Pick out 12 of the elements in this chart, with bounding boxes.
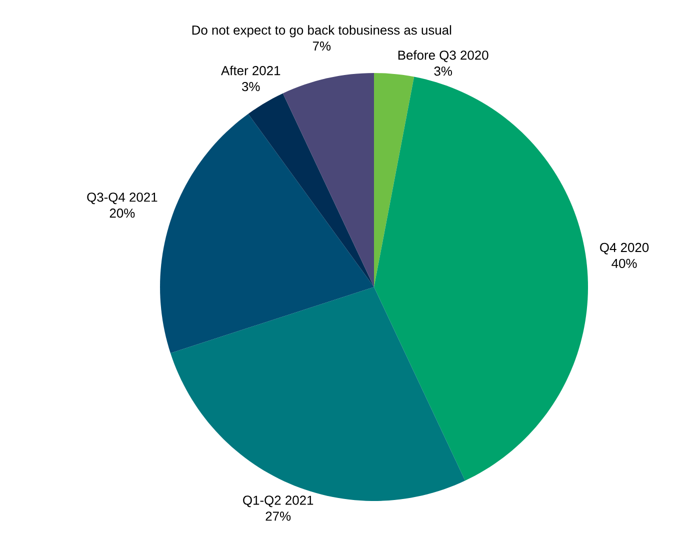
slice-label: Before Q3 2020 bbox=[398, 50, 488, 62]
slice-label: Q4 2020 bbox=[600, 242, 649, 254]
data-label: 27% bbox=[266, 512, 291, 521]
data-label: 7% bbox=[312, 42, 331, 51]
slice-label: Q1-Q2 2021 bbox=[243, 496, 314, 508]
data-label: 3% bbox=[242, 82, 260, 92]
data-label: 20% bbox=[110, 208, 135, 218]
data-label: 40% bbox=[612, 258, 637, 268]
data-label: 3% bbox=[434, 66, 452, 76]
slice-label: After 2021 bbox=[221, 66, 280, 76]
slice-label: Do not expect to go back tobusiness as usual bbox=[192, 25, 452, 38]
slice-label: Q3-Q4 2021 bbox=[87, 192, 158, 204]
